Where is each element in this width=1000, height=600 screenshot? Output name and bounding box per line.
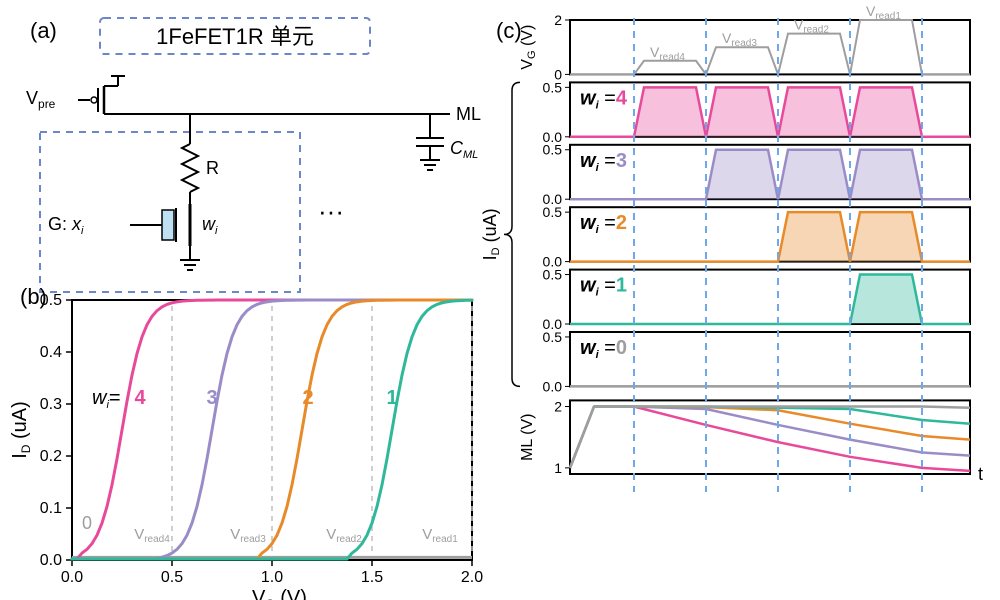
svg-text:1: 1 [554, 460, 562, 476]
svg-text:1.0: 1.0 [261, 569, 283, 586]
svg-text:Vread3: Vread3 [230, 526, 266, 545]
svg-text:Vread1: Vread1 [422, 526, 458, 545]
svg-text:4: 4 [134, 387, 146, 409]
svg-text:ML: ML [456, 104, 481, 124]
svg-text:G: xi: G: xi [48, 214, 84, 237]
svg-text:0.5: 0.5 [543, 142, 563, 158]
svg-text:(c): (c) [496, 18, 522, 43]
svg-text:0.3: 0.3 [40, 396, 62, 413]
svg-text:wi =4: wi =4 [580, 87, 628, 111]
svg-text:0.5: 0.5 [543, 329, 563, 345]
svg-text:ID (uA): ID (uA) [480, 208, 502, 260]
svg-text:1: 1 [386, 387, 397, 409]
svg-text:0.0: 0.0 [543, 378, 563, 394]
svg-text:ML (V): ML (V) [519, 413, 536, 460]
svg-text:VG (V): VG (V) [519, 25, 538, 70]
svg-text:2: 2 [554, 12, 562, 28]
svg-text:0.5: 0.5 [161, 569, 183, 586]
svg-text:0.5: 0.5 [543, 267, 563, 283]
svg-text:ID (uA): ID (uA) [9, 401, 33, 459]
svg-text:0.5: 0.5 [543, 204, 563, 220]
svg-text:wi =2: wi =2 [580, 212, 627, 236]
svg-text:R: R [206, 158, 219, 178]
svg-text:wi =1: wi =1 [580, 275, 627, 299]
svg-text:0.2: 0.2 [40, 448, 62, 465]
svg-text:CML: CML [450, 138, 478, 161]
svg-text:0.5: 0.5 [40, 292, 62, 309]
svg-text:2: 2 [302, 387, 313, 409]
svg-text:wi=: wi= [92, 387, 121, 411]
svg-text:1FeFET1R 单元: 1FeFET1R 单元 [156, 24, 314, 49]
svg-text:Vpre: Vpre [26, 88, 56, 111]
svg-text:3: 3 [206, 387, 217, 409]
svg-text:0: 0 [82, 513, 92, 533]
svg-text:wi =3: wi =3 [580, 150, 627, 174]
svg-text:0.5: 0.5 [543, 79, 563, 95]
svg-text:0.0: 0.0 [61, 569, 83, 586]
svg-text:···: ··· [318, 196, 344, 226]
svg-text:Vread4: Vread4 [134, 526, 170, 545]
svg-text:2.0: 2.0 [461, 569, 483, 586]
svg-text:1.5: 1.5 [361, 569, 383, 586]
svg-text:t: t [978, 464, 983, 484]
svg-text:0.4: 0.4 [40, 344, 62, 361]
svg-text:VG (V): VG (V) [252, 587, 307, 600]
svg-text:wi: wi [202, 214, 218, 237]
svg-text:0.1: 0.1 [40, 500, 62, 517]
svg-text:0.0: 0.0 [40, 552, 62, 569]
svg-text:wi =0: wi =0 [580, 337, 627, 361]
svg-text:2: 2 [554, 399, 562, 415]
svg-text:(a): (a) [30, 18, 57, 43]
svg-text:Vread2: Vread2 [326, 526, 362, 545]
